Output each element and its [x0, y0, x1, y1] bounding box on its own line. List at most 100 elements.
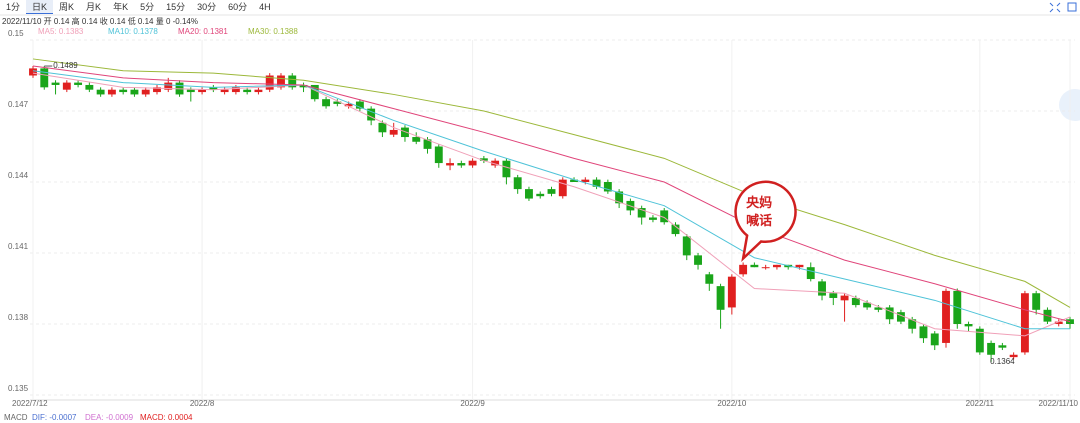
candle-body [220, 89, 229, 93]
candle-body [581, 179, 590, 182]
candle-body [694, 255, 702, 265]
candle-body [1032, 293, 1041, 310]
callout-text: 喊话 [746, 213, 772, 228]
candle-body [649, 217, 657, 220]
candle-body [603, 182, 612, 192]
macd-value: MACD: 0.0004 [140, 413, 193, 422]
candle-body [446, 163, 454, 166]
candle-body [1009, 354, 1018, 358]
candle-body [491, 160, 500, 166]
candle-body [536, 193, 545, 197]
candle-body [457, 163, 466, 166]
candle-body [130, 89, 139, 95]
candle-body [975, 328, 984, 353]
candle-body [964, 324, 973, 327]
macd-row: MACD DIF: -0.0007 DEA: -0.0009 MACD: 0.0004 [4, 413, 193, 422]
candle-body [51, 82, 60, 85]
candle-body [671, 224, 680, 235]
macd-value: DEA: -0.0009 [85, 413, 134, 422]
candle-body [987, 342, 996, 355]
candle-body [919, 326, 928, 339]
candle-body [164, 82, 173, 90]
y-tick-label: 0.147 [8, 100, 29, 109]
candle-body [885, 307, 894, 320]
candle-body [851, 297, 860, 306]
info-line: 2022/11/10 开 0.14 高 0.14 收 0.14 低 0.14 量… [2, 16, 198, 26]
candle-body [141, 89, 150, 95]
candle-body [288, 75, 297, 88]
candle-body [355, 101, 364, 109]
candle-body [412, 137, 421, 142]
candle-body [502, 160, 511, 178]
candle-body [310, 84, 319, 100]
candle-body [153, 87, 161, 93]
y-tick-label: 0.138 [8, 313, 29, 322]
candle-body [806, 267, 815, 280]
candle-body [727, 276, 736, 308]
tab[interactable]: 日K [26, 0, 54, 14]
candle-body [908, 319, 917, 329]
candle-body [739, 264, 748, 275]
candle-body [795, 264, 804, 268]
candle-body [231, 87, 240, 93]
macd-title: MACD [4, 413, 28, 422]
candle-body [896, 312, 905, 322]
y-tick-label: 0.144 [8, 171, 29, 180]
candle-body [344, 103, 353, 107]
ma-line [32, 72, 1071, 337]
tab[interactable]: 30分 [197, 2, 217, 12]
candle-body [299, 84, 308, 88]
candle-body [705, 274, 714, 284]
tab[interactable]: 5分 [140, 2, 155, 12]
candle-body [479, 158, 488, 161]
tab[interactable]: 周K [59, 2, 75, 12]
legend-entry: MA10: 0.1378 [108, 27, 158, 36]
candle-body [29, 68, 37, 76]
candle-body [818, 281, 826, 296]
candle-body [434, 146, 443, 164]
candle-body [254, 89, 263, 93]
x-tick-label: 2022/11/10 [1039, 399, 1079, 408]
candle-body [592, 179, 601, 187]
x-tick-label: 2022/8 [190, 399, 215, 408]
callout-text: 央妈 [746, 195, 772, 210]
candle-body [107, 89, 116, 95]
tab[interactable]: 年K [113, 2, 129, 12]
tab[interactable]: 1分 [6, 2, 21, 12]
candle-body [750, 264, 759, 268]
candle-body [1020, 293, 1029, 353]
ma-line [32, 58, 1071, 308]
candle-body [942, 290, 950, 343]
x-tick-label: 2022/10 [717, 399, 746, 408]
candle-body [525, 189, 533, 199]
y-tick-label: 0.15 [8, 29, 24, 38]
candle-body [863, 302, 872, 308]
tab[interactable]: 4H [259, 2, 271, 12]
tab[interactable]: 15分 [166, 2, 186, 12]
candle-body [570, 179, 578, 182]
x-tick-label: 2022/7/12 [12, 399, 48, 408]
candle-body [772, 264, 781, 268]
tab[interactable]: 月K [86, 2, 102, 12]
candle-body [401, 127, 409, 138]
tab[interactable]: 60分 [228, 2, 248, 12]
legend-entry: MA5: 0.1383 [38, 27, 84, 36]
callout-bubble [734, 180, 797, 262]
candle-body [716, 286, 725, 310]
legend-entry: MA30: 0.1388 [248, 27, 298, 36]
low-label: 0.1364 [990, 357, 1015, 366]
candle-body [119, 89, 128, 93]
candle-body [547, 189, 556, 194]
candle-body [840, 295, 849, 301]
y-tick-label: 0.141 [8, 242, 29, 251]
y-tick-label: 0.135 [8, 384, 29, 393]
legend-entry: MA20: 0.1381 [178, 27, 228, 36]
candle-body [1054, 321, 1063, 324]
candle-body [265, 75, 274, 90]
candle-body [186, 89, 195, 93]
candle-body [378, 122, 387, 133]
candle-body [96, 89, 105, 95]
ma-line [32, 65, 1071, 323]
candle-body [198, 89, 207, 93]
